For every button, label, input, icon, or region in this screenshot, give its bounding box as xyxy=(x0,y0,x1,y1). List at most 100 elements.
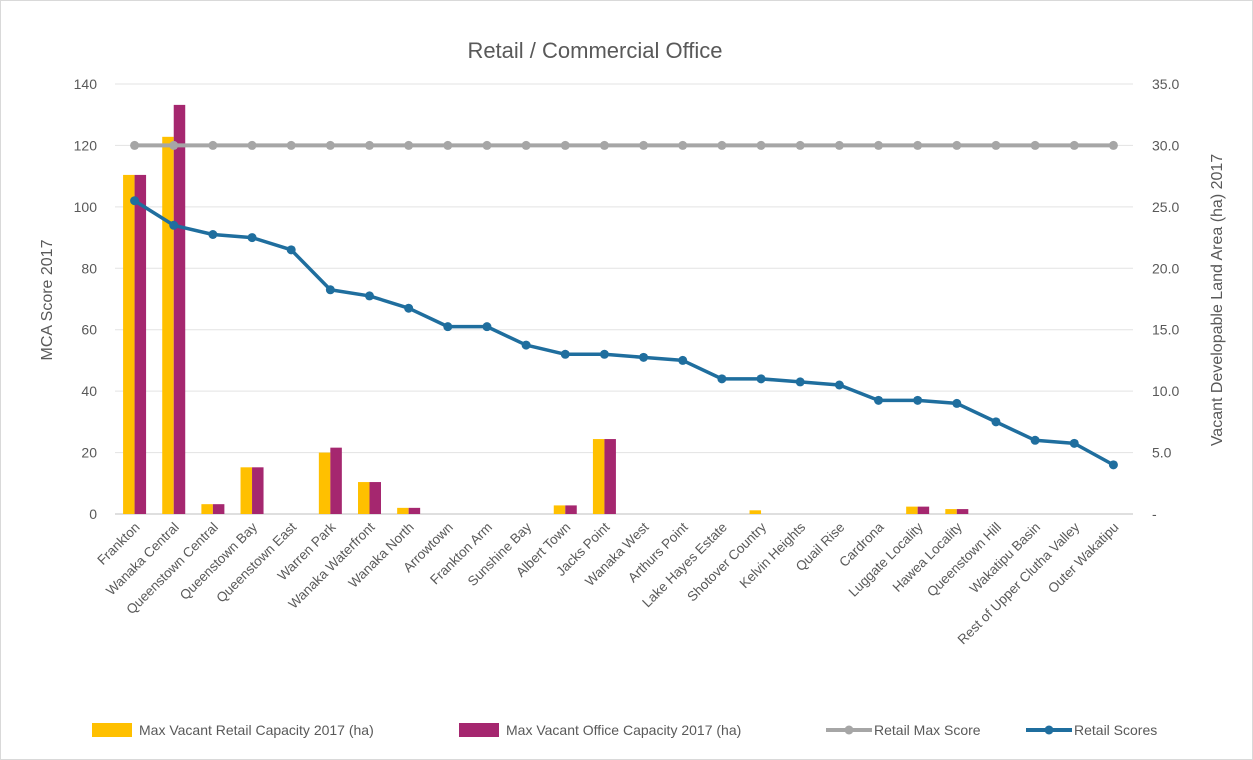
y-tick-label: 140 xyxy=(74,76,98,92)
point-retail-scores xyxy=(795,377,805,387)
point-max-score xyxy=(1069,140,1079,150)
point-max-score xyxy=(717,140,727,150)
point-retail-scores xyxy=(130,196,140,206)
y2-tick-label: - xyxy=(1152,506,1157,522)
bar-retail xyxy=(553,505,566,514)
line-series xyxy=(130,140,1118,470)
bar-office xyxy=(408,507,421,514)
point-retail-scores xyxy=(560,349,570,359)
y-tick-label: 0 xyxy=(89,506,97,522)
point-retail-scores xyxy=(717,374,727,384)
y-tick-label: 60 xyxy=(81,322,97,338)
point-max-score xyxy=(247,140,257,150)
bar-office xyxy=(212,504,225,514)
y2-tick-label: 10.0 xyxy=(1152,383,1179,399)
bar-office xyxy=(956,509,969,514)
bar-office xyxy=(330,447,342,514)
point-retail-scores xyxy=(913,395,923,405)
point-max-score xyxy=(365,140,374,150)
legend-label: Max Vacant Office Capacity 2017 (ha) xyxy=(506,722,741,738)
point-max-score xyxy=(795,140,805,150)
y-tick-label: 100 xyxy=(74,199,98,215)
bar-series xyxy=(123,104,969,515)
bar-retail xyxy=(945,509,957,514)
point-max-score xyxy=(325,140,335,150)
bar-office xyxy=(369,482,381,514)
point-retail-scores xyxy=(874,395,883,405)
point-retail-scores xyxy=(756,374,766,384)
point-max-score xyxy=(521,140,531,150)
legend: Max Vacant Retail Capacity 2017 (ha) Max … xyxy=(92,722,1157,738)
bar-retail xyxy=(240,467,253,514)
point-max-score xyxy=(952,140,962,150)
point-retail-scores xyxy=(1069,438,1079,448)
bar-office xyxy=(565,505,577,514)
point-retail-scores xyxy=(482,322,492,332)
y2-tick-label: 20.0 xyxy=(1152,260,1179,276)
point-max-score xyxy=(404,140,414,150)
bar-retail xyxy=(162,136,174,515)
point-max-score xyxy=(443,140,453,150)
y2-tick-label: 25.0 xyxy=(1152,199,1179,215)
bar-retail xyxy=(906,506,918,514)
y-tick-label: 20 xyxy=(81,445,97,461)
point-retail-scores xyxy=(286,245,296,255)
legend-swatch-marker xyxy=(844,725,854,735)
point-max-score xyxy=(482,140,492,150)
bar-retail xyxy=(318,452,331,514)
bar-retail xyxy=(123,174,135,514)
point-retail-scores xyxy=(1030,435,1040,445)
y2-tick-label: 35.0 xyxy=(1152,76,1179,92)
point-retail-scores xyxy=(365,291,374,301)
point-retail-scores xyxy=(599,349,609,359)
point-retail-scores xyxy=(443,322,453,332)
y2-tick-label: 30.0 xyxy=(1152,137,1179,153)
y-tick-label: 40 xyxy=(81,383,97,399)
bar-office xyxy=(134,174,147,514)
y2-axis-ticks: - 5.0 10.0 15.0 20.0 25.0 30.0 35.0 xyxy=(1152,76,1179,522)
bar-office xyxy=(173,104,186,514)
bar-retail xyxy=(592,439,605,514)
point-retail-scores xyxy=(325,285,335,295)
y2-tick-label: 15.0 xyxy=(1152,322,1179,338)
bar-retail xyxy=(358,482,370,514)
point-max-score xyxy=(208,140,218,150)
point-max-score xyxy=(834,140,844,150)
chart-title: Retail / Commercial Office xyxy=(467,38,722,63)
y2-tick-label: 5.0 xyxy=(1152,445,1172,461)
bar-office xyxy=(252,467,264,514)
point-max-score xyxy=(639,140,649,150)
point-retail-scores xyxy=(247,233,257,243)
legend-swatch-marker xyxy=(1044,725,1054,735)
y2-axis-title: Vacant Developable Land Area (ha) 2017 xyxy=(1209,154,1226,446)
bar-office xyxy=(604,439,616,514)
point-max-score xyxy=(560,140,570,150)
point-retail-scores xyxy=(169,220,179,230)
legend-label: Retail Max Score xyxy=(874,722,981,738)
point-retail-scores xyxy=(639,352,649,362)
point-max-score xyxy=(991,140,1001,150)
point-max-score xyxy=(913,140,923,150)
point-max-score xyxy=(286,140,296,150)
y-tick-label: 80 xyxy=(81,260,97,276)
y-axis-ticks: 0 20 40 60 80 100 120 140 xyxy=(74,76,98,522)
y-axis-title: MCA Score 2017 xyxy=(39,239,56,360)
bar-office xyxy=(917,506,930,514)
point-max-score xyxy=(874,140,883,150)
bar-retail xyxy=(749,510,762,514)
bar-retail xyxy=(397,507,409,514)
legend-swatch xyxy=(92,723,132,737)
point-retail-scores xyxy=(678,355,688,365)
line-retail-scores xyxy=(133,199,1115,467)
point-retail-scores xyxy=(1108,460,1118,470)
point-retail-scores xyxy=(208,230,218,239)
point-retail-scores xyxy=(404,303,414,313)
point-max-score xyxy=(599,140,609,150)
point-retail-scores xyxy=(991,417,1001,427)
point-retail-scores xyxy=(952,398,962,408)
point-retail-scores xyxy=(521,340,531,350)
point-max-score xyxy=(1030,140,1040,150)
